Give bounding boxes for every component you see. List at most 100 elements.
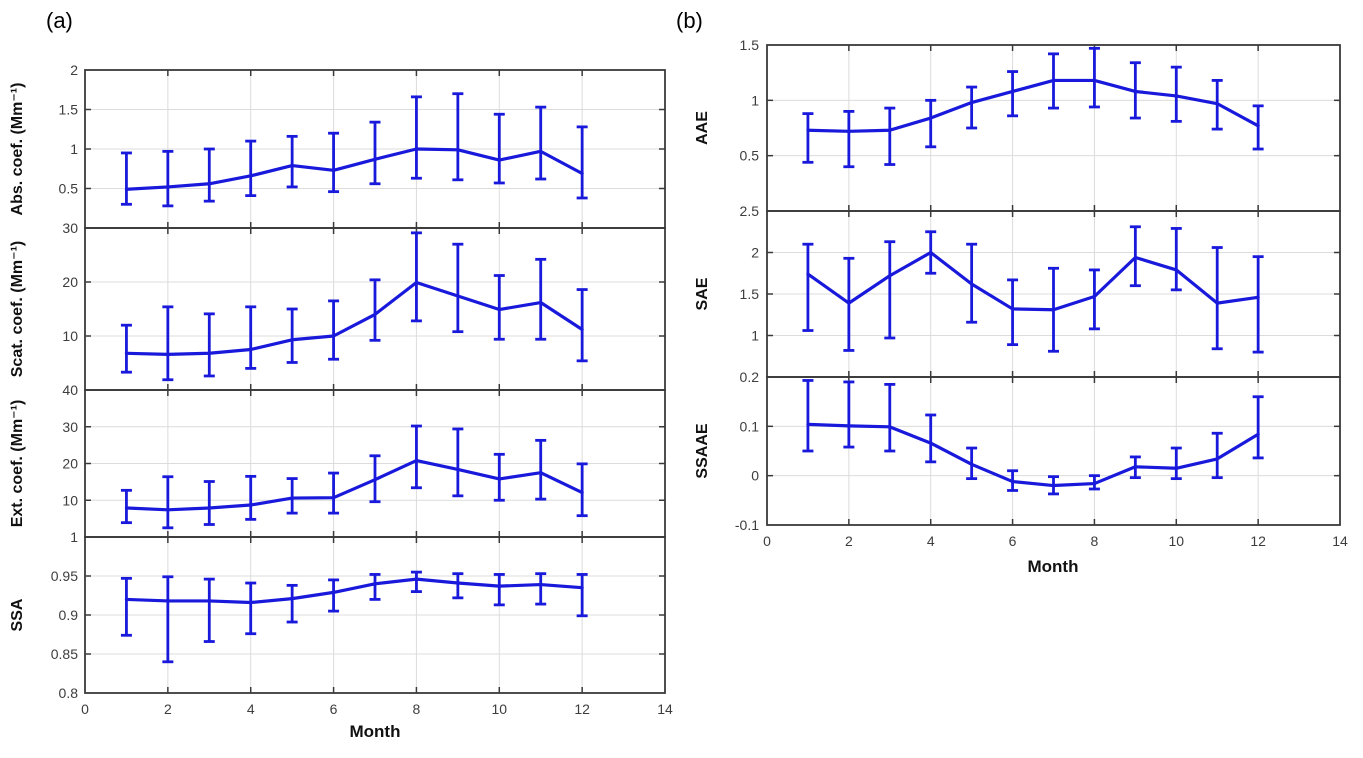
y-tick-label: -0.1 [735, 517, 759, 533]
error-bar-month-1 [802, 242, 814, 332]
y-tick-label: 1 [70, 529, 78, 545]
error-bar-month-7 [369, 120, 381, 186]
x-tick-label: 14 [657, 701, 673, 717]
error-bar-month-10 [1170, 227, 1182, 292]
error-bar-month-10 [493, 112, 505, 185]
error-bar-month-10 [1170, 446, 1182, 481]
error-bar-month-4 [925, 413, 937, 464]
y-tick-label: 30 [62, 220, 78, 236]
x-tick-label: 0 [763, 533, 771, 549]
error-bar-month-9 [452, 427, 464, 498]
x-tick-label: 14 [1332, 533, 1348, 549]
y-tick-label: 20 [62, 456, 78, 472]
error-bar-month-6 [328, 299, 340, 361]
y-tick-label: 40 [62, 382, 78, 398]
error-bar-month-11 [535, 572, 547, 606]
error-bar-month-10 [493, 573, 505, 607]
y-tick-label: 2 [751, 245, 759, 261]
subplot-ext-coef-mm: 10 20 30 40 Ext. coef. (Mm⁻¹) [9, 382, 666, 538]
x-axis-label: Month [1028, 557, 1079, 576]
y-tick-label: 0.9 [59, 607, 79, 623]
x-tick-label: 2 [845, 533, 853, 549]
x-tick-label: 0 [81, 701, 89, 717]
y-tick-label: 10 [62, 328, 78, 344]
error-bar-month-3 [884, 240, 896, 340]
error-bar-month-12 [1252, 395, 1264, 460]
error-bar-month-10 [1170, 65, 1182, 123]
y-axis-label: AAE [694, 111, 711, 145]
y-tick-label: 0.2 [740, 369, 760, 385]
y-tick-label: 0 [751, 468, 759, 484]
data-line [124, 280, 584, 356]
error-bar-month-11 [1211, 246, 1223, 351]
error-bar-month-1 [120, 151, 132, 206]
error-bar-month-3 [884, 382, 896, 453]
error-bar-month-9 [452, 242, 464, 334]
error-bar-month-8 [410, 95, 422, 180]
error-bar-month-3 [884, 106, 896, 166]
x-tick-label: 2 [164, 701, 172, 717]
error-bar-month-11 [1211, 431, 1223, 480]
data-line [806, 78, 1260, 133]
y-tick-label: 0.95 [51, 568, 78, 584]
data-line [806, 250, 1260, 312]
y-axis-label: Scat. coef. (Mm⁻¹) [9, 241, 26, 377]
error-bar-month-6 [328, 578, 340, 613]
error-bar-month-12 [1252, 104, 1264, 151]
error-bar-month-2 [162, 149, 174, 208]
error-bar-month-10 [493, 452, 505, 502]
error-bar-month-3 [203, 312, 215, 378]
y-axis-label: SSA [9, 598, 26, 631]
error-bar-month-4 [925, 98, 937, 149]
subplot-aae: 0.5 1 1.5 AAE [694, 37, 1341, 212]
x-tick-label: 4 [247, 701, 255, 717]
y-axis-label: SAE [694, 277, 711, 310]
y-tick-label: 0.1 [740, 418, 760, 434]
error-bar-month-1 [802, 379, 814, 453]
x-tick-label: 8 [413, 701, 421, 717]
error-bar-month-9 [452, 572, 464, 600]
error-bar-month-12 [576, 573, 588, 618]
error-bar-month-2 [162, 575, 174, 664]
error-bar-month-10 [493, 274, 505, 341]
error-bar-month-11 [535, 105, 547, 181]
error-bar-month-5 [966, 85, 978, 130]
error-bar-month-8 [410, 231, 422, 323]
axes-box [766, 376, 1341, 526]
y-tick-label: 0.8 [59, 685, 79, 701]
y-tick-label: 30 [62, 419, 78, 435]
y-tick-label: 1.5 [59, 102, 79, 118]
y-tick-label: 1.5 [740, 286, 760, 302]
y-tick-label: 2 [70, 62, 78, 78]
subplot-sae: 1 1.5 2 2.5 SAE [694, 203, 1341, 378]
x-tick-label: 4 [927, 533, 935, 549]
y-tick-label: 0.5 [740, 148, 760, 164]
x-tick-label: 6 [1009, 533, 1017, 549]
x-tick-label: 10 [1168, 533, 1184, 549]
error-bar-month-3 [203, 577, 215, 643]
y-tick-label: 0.85 [51, 646, 78, 662]
error-bar-month-11 [535, 438, 547, 501]
y-tick-label: 10 [62, 492, 78, 508]
subplot-abs-coef-mm: 0.5 1 1.5 2 Abs. coef. (Mm⁻¹) [9, 62, 666, 229]
x-axis-label: Month [350, 722, 401, 741]
error-bar-month-6 [1007, 278, 1019, 347]
y-axis-label: SSAAE [694, 423, 711, 478]
error-bar-month-12 [576, 288, 588, 363]
error-bar-month-4 [245, 139, 257, 198]
error-bar-month-1 [802, 112, 814, 164]
y-axis-label: Ext. coef. (Mm⁻¹) [9, 400, 26, 528]
error-bar-month-6 [328, 471, 340, 515]
error-bar-month-8 [1088, 46, 1100, 109]
error-bar-month-5 [286, 307, 298, 364]
error-bar-month-1 [120, 576, 132, 637]
error-bar-month-8 [1088, 268, 1100, 331]
y-tick-label: 1 [751, 328, 759, 344]
data-line [124, 577, 584, 605]
error-bar-month-4 [245, 581, 257, 636]
error-bar-month-8 [410, 424, 422, 490]
y-tick-label: 0.5 [59, 181, 79, 197]
error-bar-month-5 [286, 134, 298, 189]
